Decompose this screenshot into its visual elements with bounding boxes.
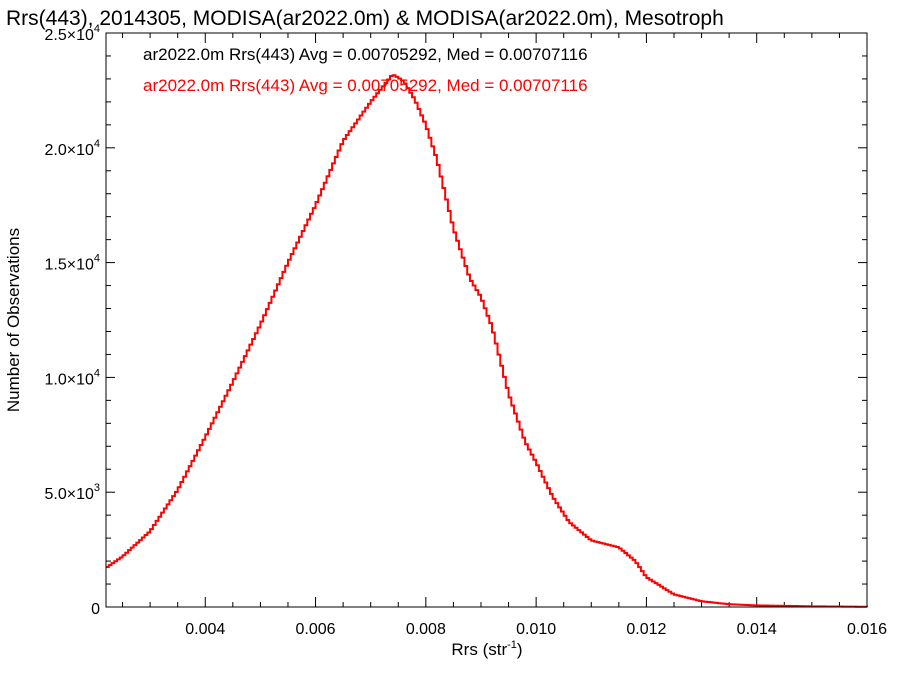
x-tick-label: 0.016	[847, 621, 887, 638]
legend-entry: ar2022.0m Rrs(443) Avg = 0.00705292, Med…	[143, 45, 588, 64]
x-tick-label: 0.004	[185, 621, 225, 638]
y-tick-label: 2.0×104	[44, 138, 100, 159]
x-tick-label: 0.014	[737, 621, 777, 638]
chart-title: Rrs(443), 2014305, MODISA(ar2022.0m) & M…	[6, 7, 724, 30]
y-tick-label: 1.5×104	[44, 253, 100, 274]
legend-entry: ar2022.0m Rrs(443) Avg = 0.00705292, Med…	[143, 76, 588, 95]
y-tick-label: 1.0×104	[44, 367, 100, 388]
legend: ar2022.0m Rrs(443) Avg = 0.00705292, Med…	[143, 45, 588, 95]
x-tick-label: 0.012	[626, 621, 666, 638]
series-line	[106, 74, 868, 608]
x-tick-label: 0.010	[516, 621, 556, 638]
x-axis: 0.004 0.006 0.008 0.010 0.012 0.014 0.016	[122, 33, 887, 638]
x-axis-label: Rrs (str-1)	[451, 639, 522, 659]
y-tick-label: 5.0×103	[44, 482, 100, 503]
plot-frame	[105, 32, 868, 608]
x-tick-label: 0.006	[296, 621, 336, 638]
y-tick-label: 0	[91, 601, 100, 618]
y-axis: 0 5.0×103 1.0×104 1.5×104 2.0×104 2.5×104	[44, 23, 867, 618]
y-tick-label: 2.5×104	[44, 23, 100, 44]
y-axis-label: Number of Observations	[4, 228, 23, 412]
x-tick-label: 0.008	[406, 621, 446, 638]
